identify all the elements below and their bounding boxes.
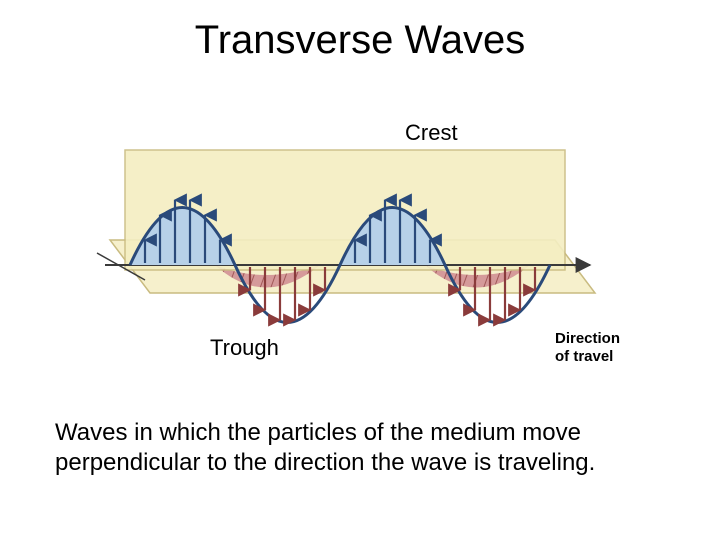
wave-diagram — [85, 95, 605, 355]
label-direction: Direction of travel — [555, 330, 620, 366]
label-direction-line2: of travel — [555, 348, 613, 365]
label-direction-line1: Direction — [555, 330, 620, 347]
description-text: Waves in which the particles of the medi… — [55, 418, 665, 478]
label-crest: Crest — [405, 120, 458, 146]
label-trough: Trough — [210, 335, 279, 361]
page-title: Transverse Waves — [0, 18, 720, 63]
